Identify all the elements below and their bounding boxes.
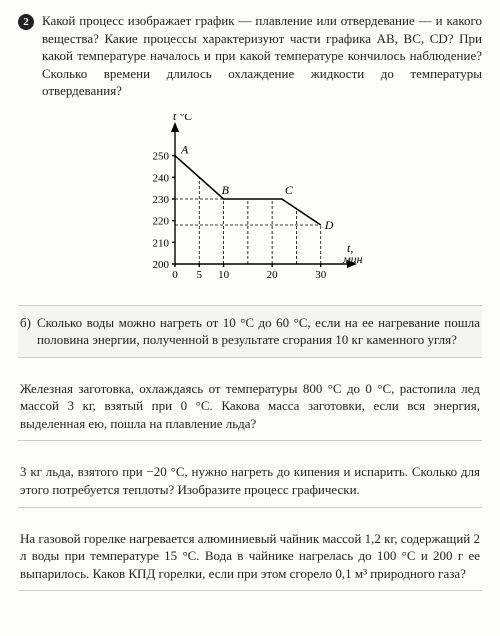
svg-text:250: 250 — [153, 150, 170, 162]
problem-iron-text: Железная заготовка, охлаждаясь от темпер… — [20, 380, 480, 433]
problem-number-badge: 2 — [18, 14, 34, 30]
problem-b-label: б) — [20, 314, 31, 332]
problem-b-text: Сколько воды можно нагреть от 10 °С до 6… — [37, 314, 480, 349]
problem-2: 2 Какой процесс изображает график — плав… — [18, 12, 482, 100]
svg-text:D: D — [324, 218, 334, 232]
svg-text:20: 20 — [267, 269, 279, 281]
chart-svg: 20021022023024025005102030ABCDt °Ct,мин — [135, 114, 365, 284]
problem-kettle: На газовой горелке нагревается алюминиев… — [18, 522, 482, 592]
problem-b: б) Сколько воды можно нагреть от 10 °С д… — [18, 305, 482, 358]
cooling-chart: 20021022023024025005102030ABCDt °Ct,мин — [18, 114, 482, 289]
svg-text:t °C: t °C — [173, 114, 193, 123]
svg-text:200: 200 — [153, 259, 170, 271]
problem-kettle-text: На газовой горелке нагревается алюминиев… — [20, 530, 480, 583]
svg-text:30: 30 — [315, 269, 327, 281]
svg-text:230: 230 — [153, 194, 170, 206]
svg-text:10: 10 — [218, 269, 230, 281]
svg-text:220: 220 — [153, 215, 170, 227]
svg-text:C: C — [285, 183, 294, 197]
svg-text:0: 0 — [172, 269, 178, 281]
svg-text:210: 210 — [153, 237, 170, 249]
problem-ice: 3 кг льда, взятого при −20 °С, нужно наг… — [18, 455, 482, 507]
svg-text:240: 240 — [153, 172, 170, 184]
svg-text:мин: мин — [342, 252, 363, 266]
problem-ice-text: 3 кг льда, взятого при −20 °С, нужно наг… — [20, 463, 480, 498]
svg-text:A: A — [180, 142, 189, 156]
svg-text:B: B — [222, 183, 230, 197]
problem-2-text: Какой процесс изображает график — плавле… — [42, 12, 482, 100]
problem-iron: Железная заготовка, охлаждаясь от темпер… — [18, 372, 482, 442]
svg-text:5: 5 — [197, 269, 203, 281]
